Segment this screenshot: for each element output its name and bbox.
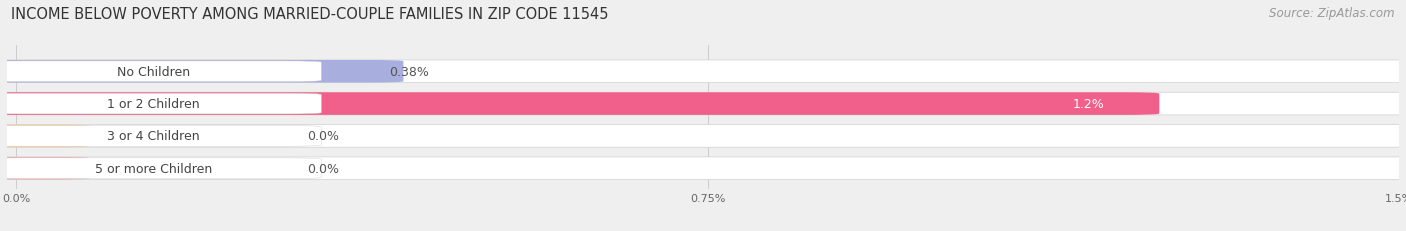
FancyBboxPatch shape [0, 157, 90, 180]
FancyBboxPatch shape [0, 157, 1406, 180]
Text: 5 or more Children: 5 or more Children [94, 162, 212, 175]
Text: Source: ZipAtlas.com: Source: ZipAtlas.com [1270, 7, 1395, 20]
FancyBboxPatch shape [0, 93, 1160, 116]
FancyBboxPatch shape [0, 125, 90, 148]
FancyBboxPatch shape [0, 125, 1406, 148]
FancyBboxPatch shape [0, 94, 322, 114]
FancyBboxPatch shape [0, 61, 404, 83]
Text: 3 or 4 Children: 3 or 4 Children [107, 130, 200, 143]
FancyBboxPatch shape [0, 158, 322, 179]
Text: 1.2%: 1.2% [1073, 98, 1104, 111]
FancyBboxPatch shape [0, 61, 1406, 83]
Text: INCOME BELOW POVERTY AMONG MARRIED-COUPLE FAMILIES IN ZIP CODE 11545: INCOME BELOW POVERTY AMONG MARRIED-COUPL… [11, 7, 609, 22]
Text: 0.0%: 0.0% [308, 130, 339, 143]
Text: No Children: No Children [117, 65, 190, 78]
FancyBboxPatch shape [0, 126, 322, 147]
FancyBboxPatch shape [0, 62, 322, 82]
FancyBboxPatch shape [0, 93, 1406, 116]
Text: 0.38%: 0.38% [389, 65, 429, 78]
Text: 0.0%: 0.0% [308, 162, 339, 175]
Text: 1 or 2 Children: 1 or 2 Children [107, 98, 200, 111]
